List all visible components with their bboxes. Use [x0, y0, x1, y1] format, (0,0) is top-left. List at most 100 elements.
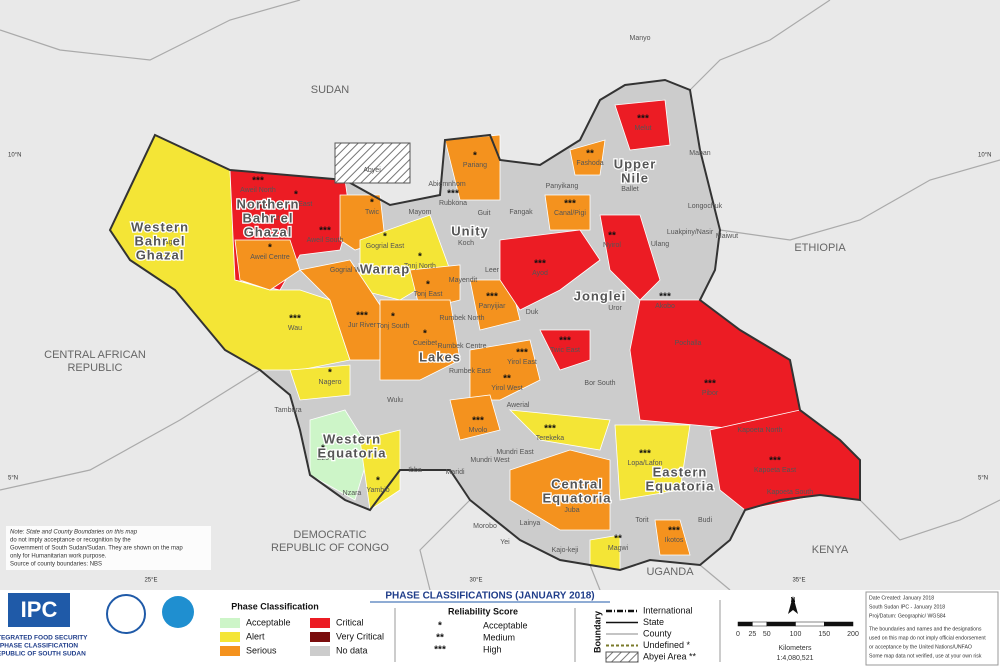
longitude-label: 25°E — [144, 578, 157, 584]
county-name: Leer — [485, 267, 500, 274]
county-name: Aweil North — [240, 187, 276, 194]
north-label: N — [790, 597, 795, 604]
state-label: Nile — [621, 170, 649, 185]
county-name: Mayendit — [449, 277, 477, 284]
state-label: Western — [131, 219, 189, 234]
county-name: Luakpiny/Nasir — [667, 229, 714, 236]
legend-label: High — [483, 644, 502, 654]
regions — [109, 99, 861, 571]
county-area — [359, 429, 401, 511]
county-area — [569, 139, 606, 176]
abyei-label: Abyei — [363, 167, 381, 174]
scale-segment — [795, 621, 825, 627]
county-name: Magwi — [608, 545, 629, 552]
state-label: Bahr el — [242, 210, 293, 225]
scale-tick-label: 0 — [736, 631, 740, 638]
county-name: Ibba — [408, 467, 422, 474]
state-label: Equatoria — [646, 478, 715, 493]
reliability-stars: *** — [486, 292, 498, 303]
international-border — [108, 78, 861, 572]
county-name: Aweil South — [307, 237, 344, 244]
reliability-stars: *** — [356, 311, 368, 322]
scale-segment — [824, 621, 854, 627]
legend-label: Medium — [483, 632, 515, 642]
reliability-stars: *** — [516, 348, 528, 359]
reliability-stars: * — [383, 232, 387, 243]
legend-label: Undefined * — [643, 640, 691, 650]
county-name: Jur River — [348, 322, 377, 329]
reliability-stars: * — [370, 198, 374, 209]
county-name: Budi — [698, 517, 712, 524]
county-name: Rumbek East — [449, 368, 491, 375]
county-name: Koch — [458, 240, 474, 247]
country-label: REPUBLIC — [67, 362, 122, 374]
state-label: Lakes — [419, 349, 461, 364]
legend-heading: Boundary — [592, 611, 602, 653]
reliability-stars: *** — [534, 259, 546, 270]
latitude-label: 5°N — [978, 476, 988, 482]
scale-tick-label: 150 — [818, 631, 830, 638]
state-label: Ghazal — [244, 224, 293, 239]
info-text: Date Created: January 2018 — [869, 595, 934, 601]
county-name: Awerial — [507, 402, 530, 409]
legend-symbol: * — [438, 621, 442, 632]
county-name: Gogrial East — [366, 243, 405, 250]
legend-swatch — [220, 646, 240, 656]
reliability-stars: ** — [586, 149, 594, 160]
state-label: Western — [323, 431, 381, 446]
county-area — [614, 424, 691, 501]
county-name: Uror — [608, 305, 622, 312]
note-text: only for Humanitarian work purpose. — [10, 554, 107, 560]
county-name: Aweil West — [245, 215, 279, 222]
legend-label: State — [643, 617, 664, 627]
reliability-stars: * — [321, 444, 325, 455]
county-name: Nzara — [343, 490, 362, 497]
county-name: Canal/Pigi — [554, 210, 586, 217]
county-name: Mvolo — [469, 427, 488, 434]
reliability-stars: *** — [564, 199, 576, 210]
county-name: Kapoeta East — [754, 467, 796, 474]
legend-label: Abyei Area ** — [643, 651, 697, 661]
state-label: Central — [551, 476, 603, 491]
county-area — [379, 299, 461, 381]
county-name: Terekeka — [536, 435, 565, 442]
country-label: KENYA — [812, 544, 849, 556]
county-name: Maiwut — [716, 233, 738, 240]
reliability-stars: *** — [447, 189, 459, 200]
county-name: Yirol East — [507, 359, 537, 366]
scale-segment — [752, 621, 767, 627]
county-name: Panyijiar — [479, 303, 507, 310]
reliability-stars: *** — [637, 114, 649, 125]
reliability-stars: * — [473, 151, 477, 162]
info-text: The boundaries and names and the designa… — [869, 626, 982, 632]
county-name: Tonj South — [376, 323, 409, 330]
country-label: CENTRAL AFRICAN — [44, 349, 146, 361]
reliability-stars: * — [426, 280, 430, 291]
legend-label: County — [643, 628, 672, 638]
legend-label: Acceptable — [483, 620, 528, 630]
county-name: Ezo — [317, 455, 329, 462]
county-name: Kapoeta North — [737, 427, 782, 434]
country-label: UGANDA — [646, 566, 694, 578]
latitude-label: 5°N — [8, 476, 18, 482]
legend-symbol: ** — [436, 633, 444, 644]
neighbor-borders — [0, 0, 1000, 591]
scale-tick-label: 50 — [763, 631, 771, 638]
reliability-stars: ** — [503, 374, 511, 385]
county-name: Twic — [365, 209, 380, 216]
legend-label: International — [643, 605, 693, 615]
reliability-stars: *** — [162, 228, 174, 239]
state-label: Upper — [614, 156, 657, 171]
county-name: Tonj East — [414, 291, 443, 298]
county-name: Nagero — [319, 379, 342, 386]
state-label: Bahr el — [134, 233, 185, 248]
county-area — [654, 519, 691, 556]
info-text: used on this map do not imply official e… — [869, 635, 986, 641]
county-name: Kapoeta South — [767, 489, 813, 496]
county-area — [509, 449, 611, 531]
reliability-stars: *** — [319, 226, 331, 237]
legend-symbol: *** — [434, 645, 446, 656]
reliability-stars: *** — [566, 496, 578, 507]
county-name: Aweil Centre — [250, 254, 290, 261]
county-name: Melut — [634, 125, 651, 132]
